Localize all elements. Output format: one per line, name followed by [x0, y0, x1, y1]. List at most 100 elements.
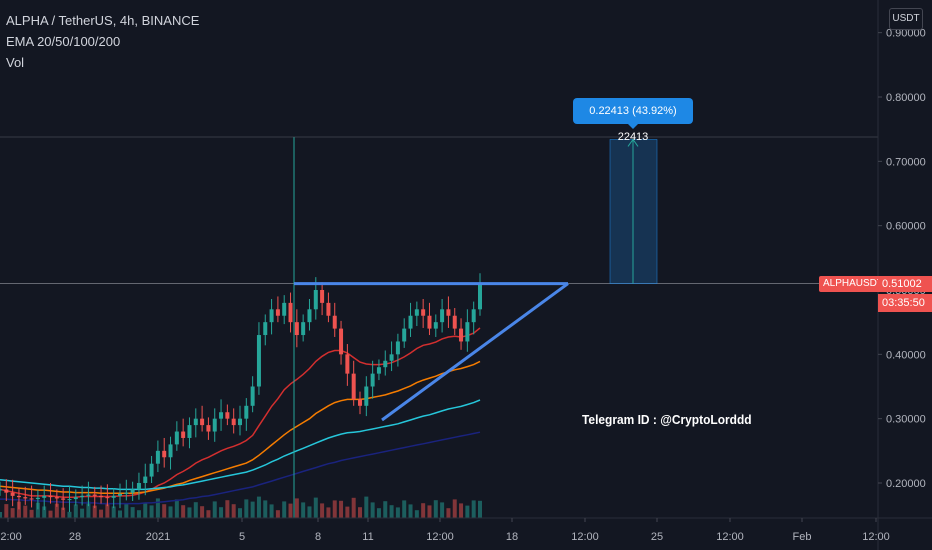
candle-body [181, 431, 186, 438]
candle-body [54, 497, 59, 499]
measure-label-pointer [628, 124, 638, 129]
volume-bar [99, 509, 104, 518]
volume-bar [395, 507, 400, 518]
candle-body [48, 495, 53, 498]
volume-bar [364, 496, 369, 518]
x-tick-label: 12:00 [716, 531, 744, 543]
candle-body [42, 495, 47, 498]
candle-body [124, 492, 129, 494]
volume-bars [0, 496, 482, 518]
candle-body [383, 360, 388, 368]
last-price-tag: 0.51002 [878, 276, 932, 292]
candle-body [4, 489, 9, 493]
volume-bar [421, 503, 426, 518]
ema-indicator-label[interactable]: EMA 20/50/100/200 [6, 34, 121, 49]
drawings[interactable] [0, 124, 878, 518]
candle-body [332, 315, 337, 329]
volume-bar [282, 501, 287, 518]
candle-body [16, 495, 21, 498]
candle-body [414, 309, 419, 316]
volume-bar [294, 498, 299, 518]
x-tick-label: 8 [315, 531, 321, 543]
y-tick-label: 0.70000 [886, 156, 926, 168]
volume-bar [427, 505, 432, 518]
y-tick-label: 0.60000 [886, 221, 926, 233]
chart-legend: ALPHA / TetherUS, 4h, BINANCE EMA 20/50/… [6, 10, 199, 73]
volume-bar [80, 508, 85, 518]
candle-body [155, 450, 160, 464]
candle-body [313, 290, 318, 310]
volume-bar [0, 512, 2, 518]
volume-bar [67, 511, 72, 518]
volume-bar [174, 499, 179, 518]
volume-bar [370, 502, 375, 518]
candle-body [35, 497, 40, 500]
volume-bar [244, 499, 249, 518]
volume-bar [181, 505, 186, 518]
volume-bar [376, 508, 381, 518]
volume-bar [118, 510, 122, 518]
candle-body [136, 483, 141, 490]
telegram-text: Telegram ID : @CryptoLorddd [582, 412, 752, 427]
volume-bar [238, 508, 242, 518]
x-tick-label: 18 [506, 531, 518, 543]
candle-body [358, 399, 362, 406]
candle-body [326, 302, 331, 316]
currency-button[interactable]: USDT [889, 8, 923, 30]
volume-bar [351, 497, 356, 518]
volume-bar [358, 507, 362, 518]
candle-body [130, 489, 135, 493]
symbol-price-tag: ALPHAUSDT [819, 276, 888, 292]
candle-body [238, 418, 242, 426]
volume-bar [446, 508, 451, 518]
candle-body [86, 494, 91, 496]
candle-body [80, 495, 85, 498]
candle-body [339, 328, 344, 355]
volume-bar [402, 500, 407, 518]
ema100-line [0, 399, 481, 491]
candle-body [395, 341, 400, 355]
candle-body [301, 322, 306, 336]
volume-bar [408, 504, 413, 518]
volume-indicator-label[interactable]: Vol [6, 55, 25, 70]
volume-bar [269, 504, 274, 518]
y-tick-label: 0.20000 [886, 478, 926, 490]
volume-bar [136, 510, 141, 518]
x-tick-label: 2021 [146, 531, 170, 543]
volume-bar [23, 505, 28, 518]
volume-bar [10, 508, 15, 518]
candle-body [433, 322, 438, 329]
x-tick-label: 25 [651, 531, 663, 543]
candle-body [67, 499, 72, 501]
candle-body [10, 492, 15, 496]
ema20-line [0, 327, 481, 498]
candle-body [408, 315, 413, 329]
volume-bar [61, 507, 66, 518]
volume-bar [307, 506, 312, 518]
candle-body [244, 405, 249, 419]
volume-bar [313, 497, 318, 518]
volume-bar [73, 504, 78, 518]
candle-body [29, 498, 34, 500]
candle-body [193, 418, 198, 426]
x-tick-label: 12:00 [0, 531, 22, 543]
volume-bar [206, 510, 211, 518]
volume-bar [162, 504, 167, 518]
candle-body [23, 497, 28, 499]
volume-bar [130, 507, 135, 518]
candle-body [459, 328, 464, 342]
volume-bar [320, 503, 325, 518]
x-tick-label: 5 [239, 531, 245, 543]
symbol-title[interactable]: ALPHA / TetherUS, 4h, BINANCE [6, 13, 200, 28]
volume-bar [452, 499, 457, 518]
volume-bar [301, 502, 306, 518]
volume-bar [389, 505, 394, 518]
measure-label: 0.22413 (43.92%) 22413 [573, 98, 693, 143]
volume-bar [332, 500, 337, 518]
x-tick-label: Feb [793, 531, 812, 543]
candle-body [402, 328, 407, 342]
volume-bar [345, 506, 350, 518]
candle-body [168, 444, 173, 458]
